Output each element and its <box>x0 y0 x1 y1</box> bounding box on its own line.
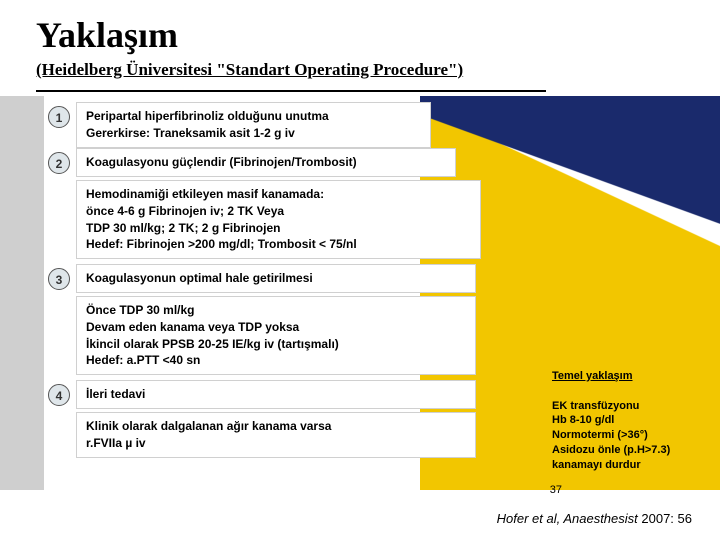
step-box: Peripartal hiperfibrinoliz olduğunu unut… <box>76 102 431 148</box>
step-box: Hemodinamiği etkileyen masif kanamada: ö… <box>76 180 481 259</box>
step-number: 2 <box>48 152 70 174</box>
page-subtitle: (Heidelberg Üniversitesi "Standart Opera… <box>36 60 463 80</box>
step-box: Önce TDP 30 ml/kg Devam eden kanama veya… <box>76 296 476 375</box>
slide: Yaklaşım (Heidelberg Üniversitesi "Stand… <box>0 0 720 540</box>
title-underline <box>36 90 546 92</box>
sidebox: Temel yaklaşım EK transfüzyonu Hb 8-10 g… <box>544 348 696 479</box>
left-gray-band <box>0 96 44 490</box>
page-title: Yaklaşım <box>36 14 178 56</box>
step-number: 1 <box>48 106 70 128</box>
sidebox-body: EK transfüzyonu Hb 8-10 g/dl Normotermi … <box>552 400 670 471</box>
page-number: 37 <box>550 484 562 496</box>
step-box: Klinik olarak dalgalanan ağır kanama var… <box>76 412 476 458</box>
citation-plain: 2007: 56 <box>641 511 692 526</box>
step-box: İleri tedavi <box>76 380 476 409</box>
step-box: Koagulasyonu güçlendir (Fibrinojen/Tromb… <box>76 148 456 177</box>
step-box: Koagulasyonun optimal hale getirilmesi <box>76 264 476 293</box>
sidebox-heading: Temel yaklaşım <box>552 370 633 382</box>
citation-italic: Hofer et al, Anaesthesist <box>497 511 642 526</box>
step-number: 3 <box>48 268 70 290</box>
step-number: 4 <box>48 384 70 406</box>
citation: Hofer et al, Anaesthesist 2007: 56 <box>497 511 692 526</box>
